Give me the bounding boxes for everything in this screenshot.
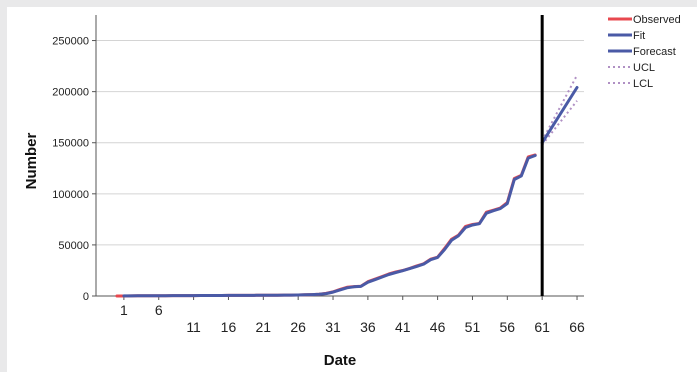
legend-label-observed: Observed <box>633 14 681 26</box>
x-tick-label: 36 <box>360 319 376 335</box>
y-axis-title: Number <box>23 133 40 190</box>
y-tick-label: 200000 <box>52 87 89 99</box>
y-tick-label: 150000 <box>52 138 89 150</box>
legend-label-forecast: Forecast <box>633 46 676 58</box>
y-tick-label: 50000 <box>58 240 89 252</box>
x-tick-label: 31 <box>325 319 341 335</box>
x-tick-label: 46 <box>430 319 446 335</box>
y-tick-label: 0 <box>83 291 89 303</box>
legend-label-ucl: UCL <box>633 62 655 74</box>
x-tick-label: 61 <box>534 319 550 335</box>
series-ucl-line <box>541 74 578 142</box>
series-forecast-line <box>540 86 579 145</box>
x-tick-label: 21 <box>256 319 272 335</box>
series-lcl-line <box>541 100 578 146</box>
x-tick-label: 6 <box>155 302 163 318</box>
x-tick-label: 16 <box>221 319 237 335</box>
x-tick-label: 41 <box>395 319 411 335</box>
x-tick-label: 1 <box>120 302 128 318</box>
chart-panel: 0 50000 100000 150000 200000 250000 1 6 11 16 21 26… <box>7 7 697 372</box>
legend: Observed Fit Forecast UCL LCL <box>608 14 681 90</box>
series-lines <box>115 15 579 298</box>
legend-label-lcl: LCL <box>633 78 653 90</box>
x-tick-label: 66 <box>569 319 585 335</box>
gridlines <box>96 40 584 246</box>
x-tick-label: 51 <box>465 319 481 335</box>
x-tick-label: 26 <box>290 319 306 335</box>
series-fit-line <box>122 154 537 298</box>
x-tick-label: 56 <box>500 319 516 335</box>
x-axis-title: Date <box>324 352 357 369</box>
x-tick-label: 11 <box>186 319 201 335</box>
y-tick-label: 100000 <box>52 189 89 201</box>
legend-label-fit: Fit <box>633 30 645 42</box>
y-tick-label: 250000 <box>52 36 89 48</box>
